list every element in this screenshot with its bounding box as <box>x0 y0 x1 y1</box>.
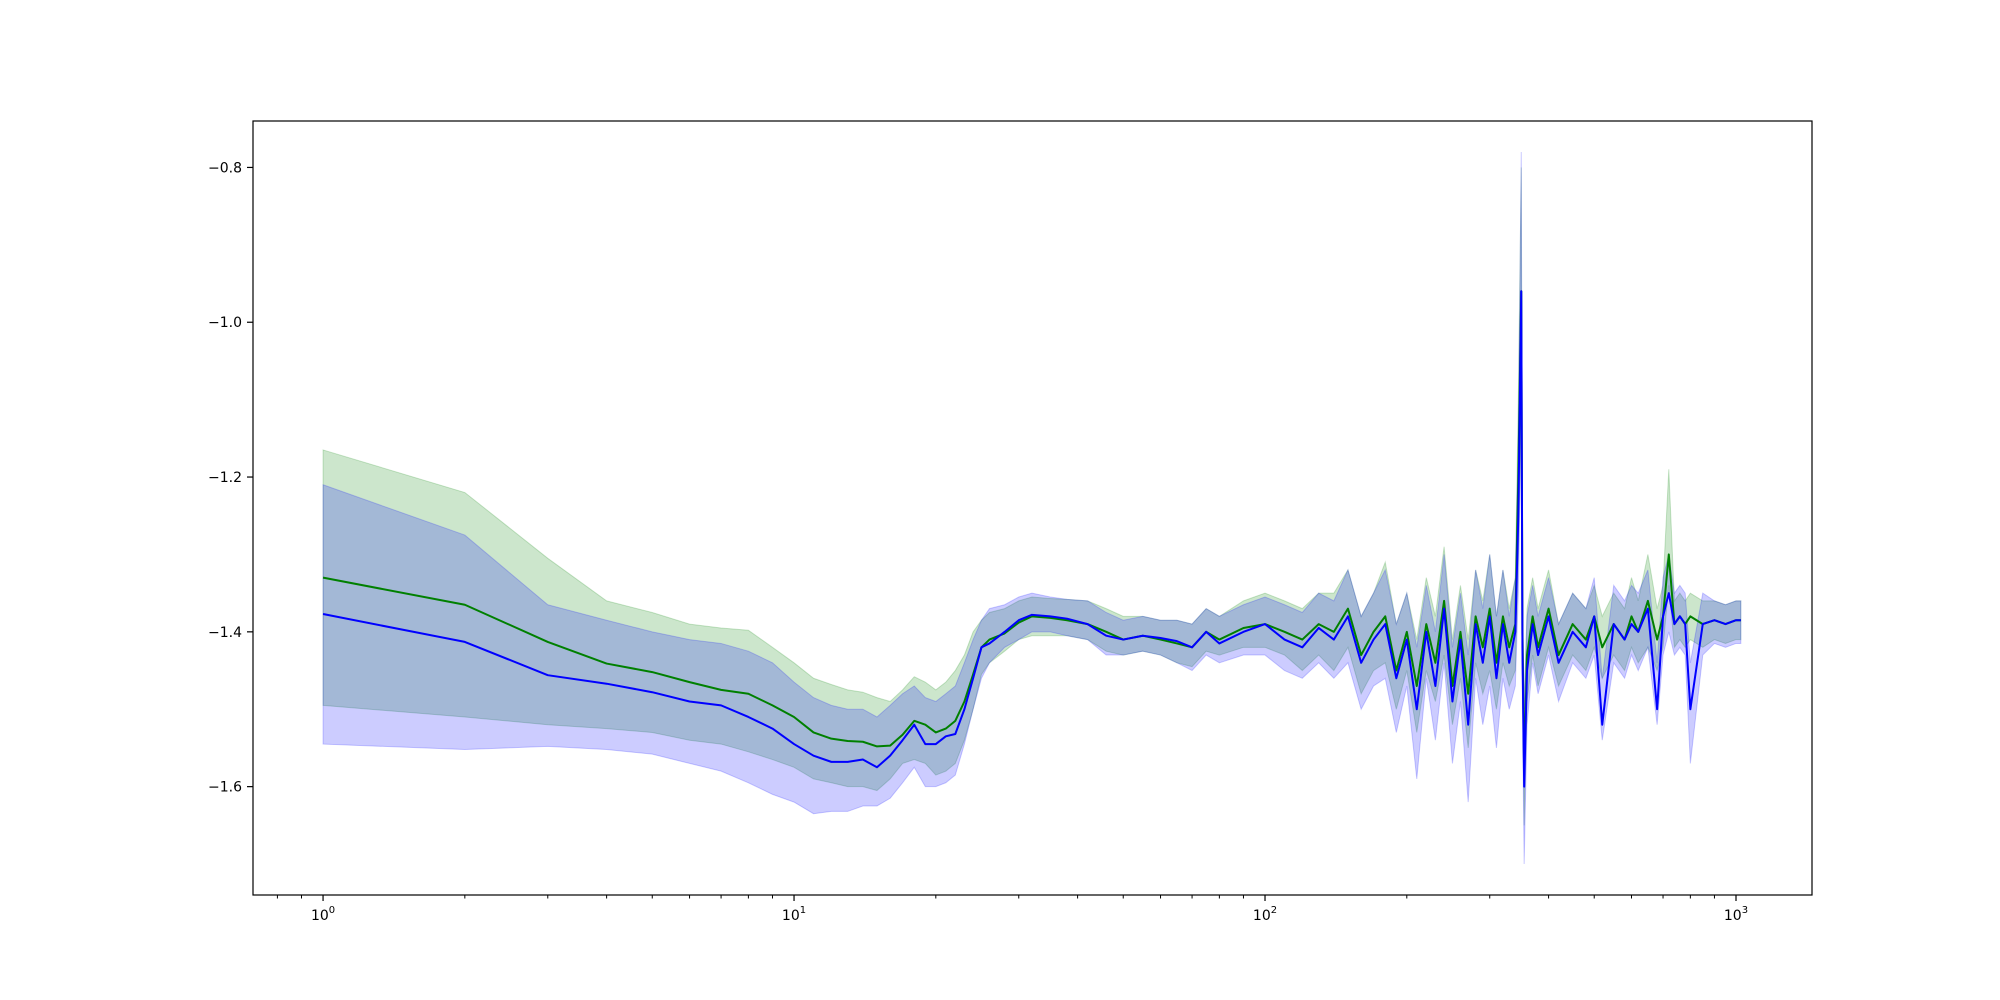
x-tick-label: 101 <box>782 905 806 924</box>
x-tick-label: 103 <box>1724 905 1748 924</box>
y-tick-label: −1.0 <box>208 315 242 331</box>
plot-frame <box>252 120 1813 896</box>
y-tick-label: −1.2 <box>208 470 242 486</box>
y-tick-label: −0.8 <box>208 160 242 176</box>
x-tick-label: 100 <box>311 905 335 924</box>
y-tick-label: −1.4 <box>208 625 242 641</box>
series-1-line <box>322 290 1741 788</box>
y-tick-label: −1.6 <box>208 780 242 796</box>
confidence-bands <box>322 151 1742 865</box>
x-axis: 100 101 102 103 <box>276 895 1748 924</box>
x-tick-label: 102 <box>1253 905 1277 924</box>
y-axis: −0.8 −1.0 −1.2 −1.4 −1.6 <box>208 160 253 796</box>
series-0-band <box>322 167 1742 826</box>
series-1-band <box>322 151 1742 865</box>
series-lines <box>322 290 1741 788</box>
